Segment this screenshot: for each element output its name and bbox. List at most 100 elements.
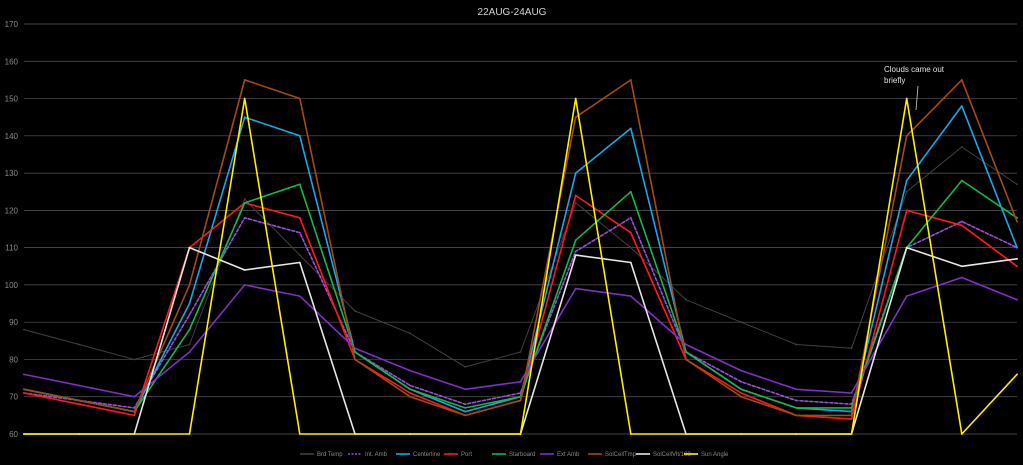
data-point xyxy=(298,97,301,100)
data-point xyxy=(795,388,798,391)
data-point xyxy=(78,343,81,346)
data-point xyxy=(574,287,577,290)
y-tick-label: 100 xyxy=(5,281,19,290)
data-point xyxy=(574,250,577,253)
data-point xyxy=(740,388,743,391)
data-point xyxy=(519,433,522,435)
data-point xyxy=(1016,257,1018,260)
data-point xyxy=(574,116,577,119)
annotation: Clouds came out briefly xyxy=(884,65,945,111)
data-point xyxy=(574,254,577,256)
series-line-port xyxy=(23,194,1018,420)
data-point xyxy=(905,246,908,249)
data-point xyxy=(243,97,246,100)
data-point xyxy=(23,433,25,435)
legend-label: SolCellVlt/100 xyxy=(653,452,691,458)
data-point xyxy=(464,407,467,409)
data-point xyxy=(629,295,632,297)
y-tick-label: 90 xyxy=(9,318,18,327)
data-point xyxy=(133,358,136,361)
data-point xyxy=(243,216,246,219)
data-point xyxy=(519,399,522,402)
annotation-pointer xyxy=(915,85,919,111)
data-point xyxy=(960,179,963,182)
data-point xyxy=(243,116,246,119)
data-point xyxy=(354,310,356,312)
data-point xyxy=(960,276,963,279)
data-point xyxy=(1016,220,1018,223)
data-point xyxy=(464,388,467,391)
data-point xyxy=(1016,298,1018,301)
data-point xyxy=(960,79,963,81)
data-point xyxy=(188,343,191,346)
data-point xyxy=(409,369,412,372)
y-tick-label: 110 xyxy=(5,244,18,253)
y-tick-label: 80 xyxy=(9,355,18,364)
y-tick-label: 70 xyxy=(9,393,18,402)
data-point xyxy=(574,239,577,242)
data-point xyxy=(574,97,577,100)
data-point xyxy=(795,433,798,435)
data-point xyxy=(188,351,191,353)
data-point xyxy=(78,384,81,387)
data-point xyxy=(298,261,301,264)
y-tick-label: 150 xyxy=(5,95,19,104)
data-point xyxy=(850,392,853,394)
data-point xyxy=(685,433,687,435)
legend-label: SolCellTmp xyxy=(605,452,637,458)
data-point xyxy=(188,302,191,305)
data-point xyxy=(960,220,963,223)
data-point xyxy=(354,433,356,435)
data-point xyxy=(1016,246,1018,249)
data-point xyxy=(629,190,632,193)
data-point xyxy=(188,433,191,435)
data-point xyxy=(78,399,81,402)
data-point xyxy=(133,410,136,413)
data-point xyxy=(78,433,81,435)
data-point xyxy=(409,395,412,398)
data-point xyxy=(795,399,798,402)
data-point xyxy=(740,321,743,324)
data-point xyxy=(574,202,577,204)
data-point xyxy=(243,202,246,204)
data-point xyxy=(629,433,632,435)
data-point xyxy=(519,351,522,353)
data-point xyxy=(298,216,301,219)
annotation-text: Clouds came out xyxy=(884,65,945,74)
data-point xyxy=(685,343,687,346)
data-point xyxy=(1016,265,1018,268)
data-point xyxy=(133,407,136,409)
data-point xyxy=(409,384,412,387)
data-point xyxy=(464,433,467,435)
data-point xyxy=(1016,373,1018,376)
data-point xyxy=(795,414,798,417)
data-point xyxy=(133,433,136,435)
chart-title: 22AUG-24AUG xyxy=(478,7,547,18)
data-point xyxy=(23,328,25,331)
data-point xyxy=(23,392,25,394)
data-point xyxy=(23,373,25,376)
data-point xyxy=(960,224,963,227)
data-point xyxy=(78,403,81,406)
data-point xyxy=(243,198,246,201)
data-point xyxy=(298,433,301,435)
data-point xyxy=(464,366,467,368)
data-point xyxy=(629,79,632,81)
data-point xyxy=(629,127,632,130)
legend-label: Ext Amb xyxy=(557,452,580,458)
data-point xyxy=(23,388,25,391)
data-point xyxy=(409,433,412,435)
grid xyxy=(24,23,1017,435)
data-point xyxy=(740,369,743,372)
data-point xyxy=(850,433,853,435)
data-point xyxy=(188,284,191,286)
series-lines xyxy=(23,79,1018,435)
data-point xyxy=(243,284,246,286)
data-point xyxy=(519,380,522,383)
annotation-text: briefly xyxy=(884,76,905,85)
data-point xyxy=(298,183,301,186)
legend-label: Sun Angle xyxy=(701,452,729,458)
data-point xyxy=(574,172,577,174)
